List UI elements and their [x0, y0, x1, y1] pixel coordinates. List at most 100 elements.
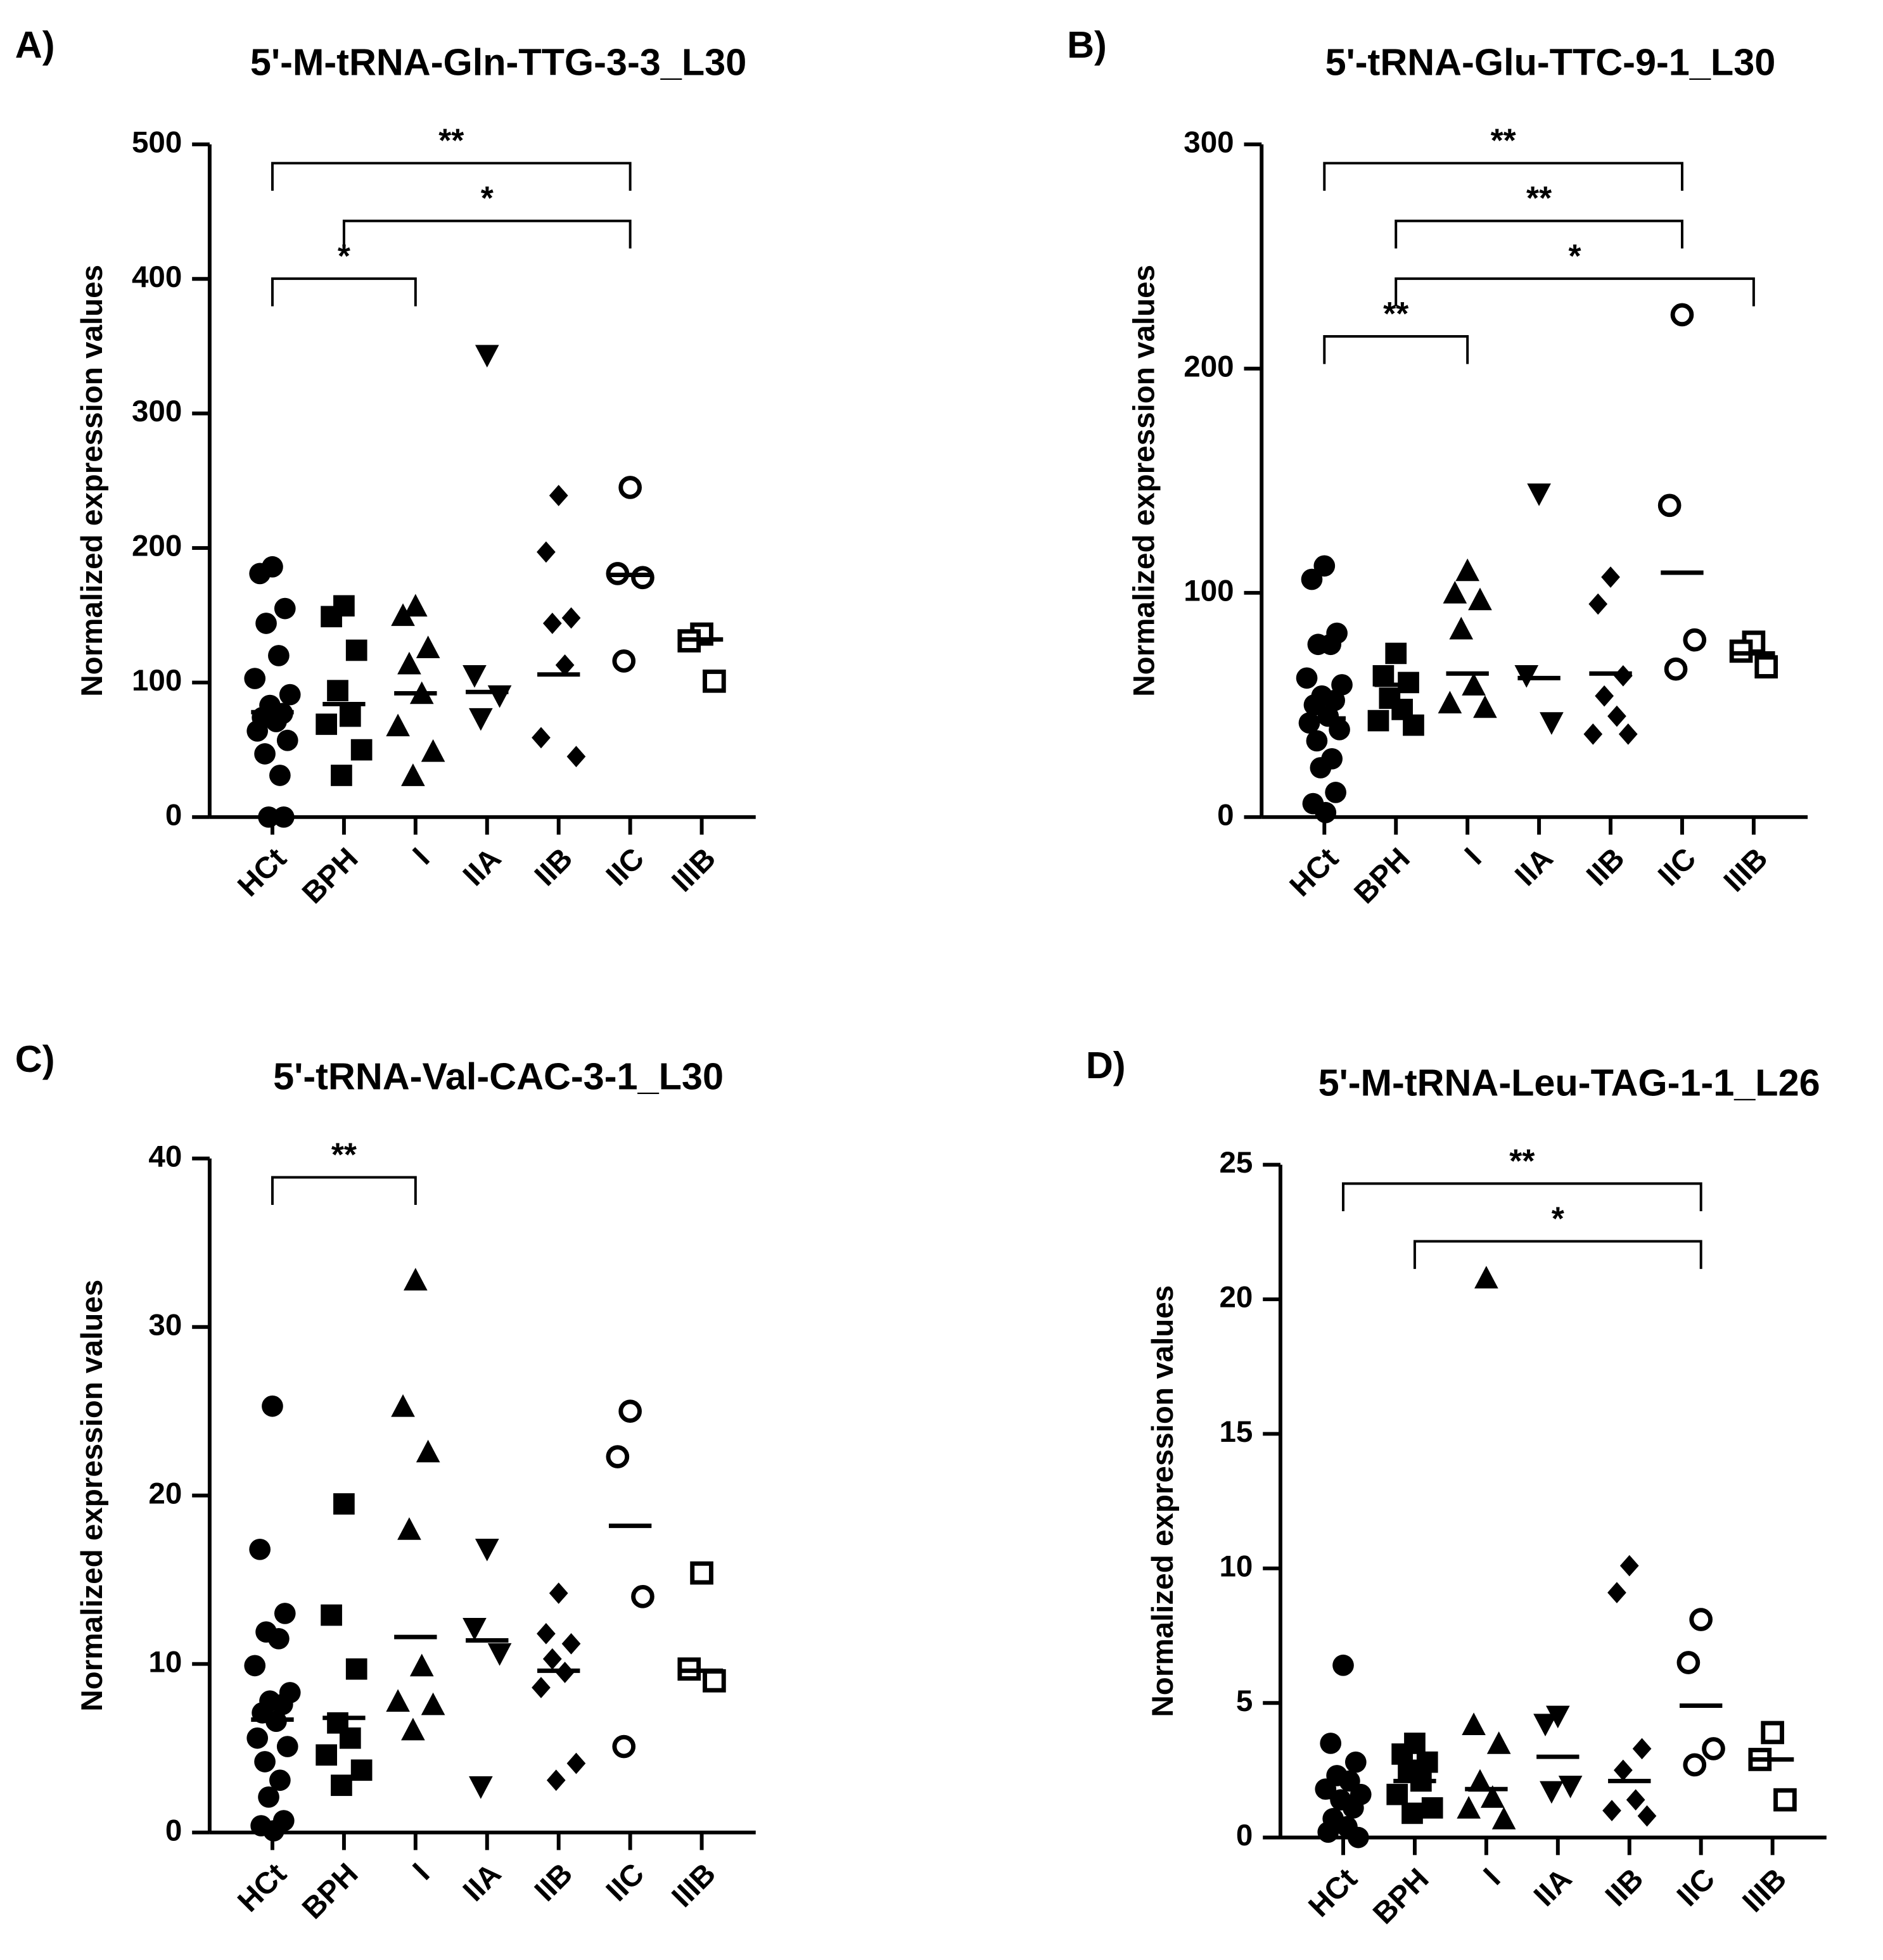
data-point — [612, 1734, 636, 1759]
significance-label: * — [481, 180, 494, 217]
data-point — [1637, 1805, 1657, 1827]
data-point — [1473, 695, 1497, 718]
significance-bracket — [271, 277, 417, 307]
data-point — [1676, 1651, 1701, 1674]
significance-bracket — [1395, 219, 1683, 249]
data-point — [1347, 1826, 1369, 1849]
x-tick-label: IIA — [1509, 841, 1559, 892]
data-point — [258, 1786, 279, 1808]
data-point — [1664, 657, 1688, 681]
data-point — [1457, 1796, 1481, 1819]
data-point — [386, 713, 410, 737]
x-tick-label: IIB — [528, 1857, 579, 1907]
data-point — [1317, 1821, 1339, 1843]
data-point — [532, 1677, 551, 1698]
data-point — [537, 541, 556, 563]
data-point — [1683, 1753, 1707, 1777]
data-point — [316, 713, 338, 735]
data-point — [618, 1399, 642, 1423]
data-point — [1619, 1555, 1639, 1577]
y-tick-label: 200 — [1184, 350, 1234, 383]
x-tick-label: I — [407, 1857, 437, 1887]
data-point — [279, 684, 301, 706]
data-point — [555, 654, 575, 676]
data-point — [1416, 1751, 1438, 1773]
y-tick-label: 300 — [132, 395, 182, 428]
x-tick-label: IIA — [457, 1857, 507, 1907]
data-point — [561, 607, 581, 629]
data-point — [271, 1693, 293, 1715]
data-point — [618, 476, 642, 499]
x-tick-label: IIIB — [665, 1857, 722, 1914]
data-point — [345, 639, 367, 661]
data-point — [1315, 1778, 1337, 1800]
data-point — [265, 711, 287, 732]
y-axis-label: Normalized expression values — [75, 265, 109, 697]
x-tick-label: IIB — [1580, 841, 1631, 892]
data-point — [263, 1820, 284, 1842]
data-point — [1443, 581, 1467, 604]
data-point — [1403, 714, 1424, 736]
y-tick-label: 30 — [148, 1308, 182, 1342]
data-point — [1689, 1608, 1713, 1631]
data-point — [1332, 1654, 1354, 1676]
data-point — [258, 806, 279, 828]
data-point — [1474, 1266, 1498, 1289]
data-point — [1533, 1714, 1557, 1737]
data-point — [421, 739, 445, 762]
y-axis-label: Normalized expression values — [1128, 265, 1161, 697]
y-tick-label: 100 — [1184, 574, 1234, 608]
y-tick-label: 25 — [1219, 1146, 1253, 1180]
data-point — [254, 743, 276, 765]
data-point — [1301, 568, 1323, 590]
data-point — [1626, 1789, 1645, 1810]
data-point — [1343, 1797, 1364, 1819]
x-tick-label: I — [407, 841, 437, 871]
data-point — [269, 1769, 291, 1791]
x-tick-label: HCt — [231, 841, 293, 903]
x-tick-label: BPH — [296, 1857, 364, 1925]
data-point — [1455, 558, 1479, 582]
data-point — [339, 1727, 361, 1749]
data-point — [561, 1632, 581, 1655]
significance-label: ** — [331, 1136, 357, 1173]
x-tick-label: IIC — [1652, 841, 1702, 892]
data-point — [1344, 1751, 1367, 1773]
data-point — [254, 1751, 276, 1772]
data-point — [397, 1517, 421, 1540]
data-point — [566, 1752, 586, 1774]
data-point — [249, 1538, 271, 1560]
significance-label: * — [1569, 238, 1581, 274]
data-point — [1438, 690, 1462, 714]
data-point — [1558, 1776, 1583, 1798]
data-point — [1702, 1737, 1725, 1760]
data-point — [1583, 723, 1603, 745]
panel-label: A) — [15, 23, 55, 66]
data-point — [469, 708, 493, 731]
data-point — [1607, 705, 1626, 727]
data-point — [1468, 1769, 1492, 1792]
data-point — [1325, 782, 1346, 803]
data-point — [1313, 555, 1336, 577]
x-tick-label: I — [1478, 1862, 1507, 1892]
data-point — [1602, 1800, 1621, 1821]
data-point — [386, 1689, 410, 1712]
data-point — [1401, 1802, 1423, 1824]
data-point — [404, 594, 428, 617]
data-point — [1729, 639, 1753, 663]
data-point — [1545, 1705, 1570, 1729]
data-point — [1320, 1733, 1342, 1754]
data-point — [345, 1658, 367, 1680]
y-tick-label: 40 — [148, 1140, 182, 1173]
data-point — [416, 635, 440, 659]
x-tick-label: BPH — [1367, 1862, 1435, 1930]
chart-title: 5'-M-tRNA-Gln-TTG-3-3_L30 — [250, 41, 746, 84]
data-point — [1296, 667, 1318, 689]
y-tick-label: 15 — [1219, 1415, 1253, 1449]
data-point — [244, 1655, 266, 1677]
x-tick-label: IIIB — [1718, 841, 1775, 898]
data-point — [542, 1648, 562, 1670]
x-tick-label: I — [1459, 841, 1488, 871]
significance-bracket — [1342, 1182, 1702, 1211]
x-tick-label: BPH — [1348, 841, 1416, 910]
